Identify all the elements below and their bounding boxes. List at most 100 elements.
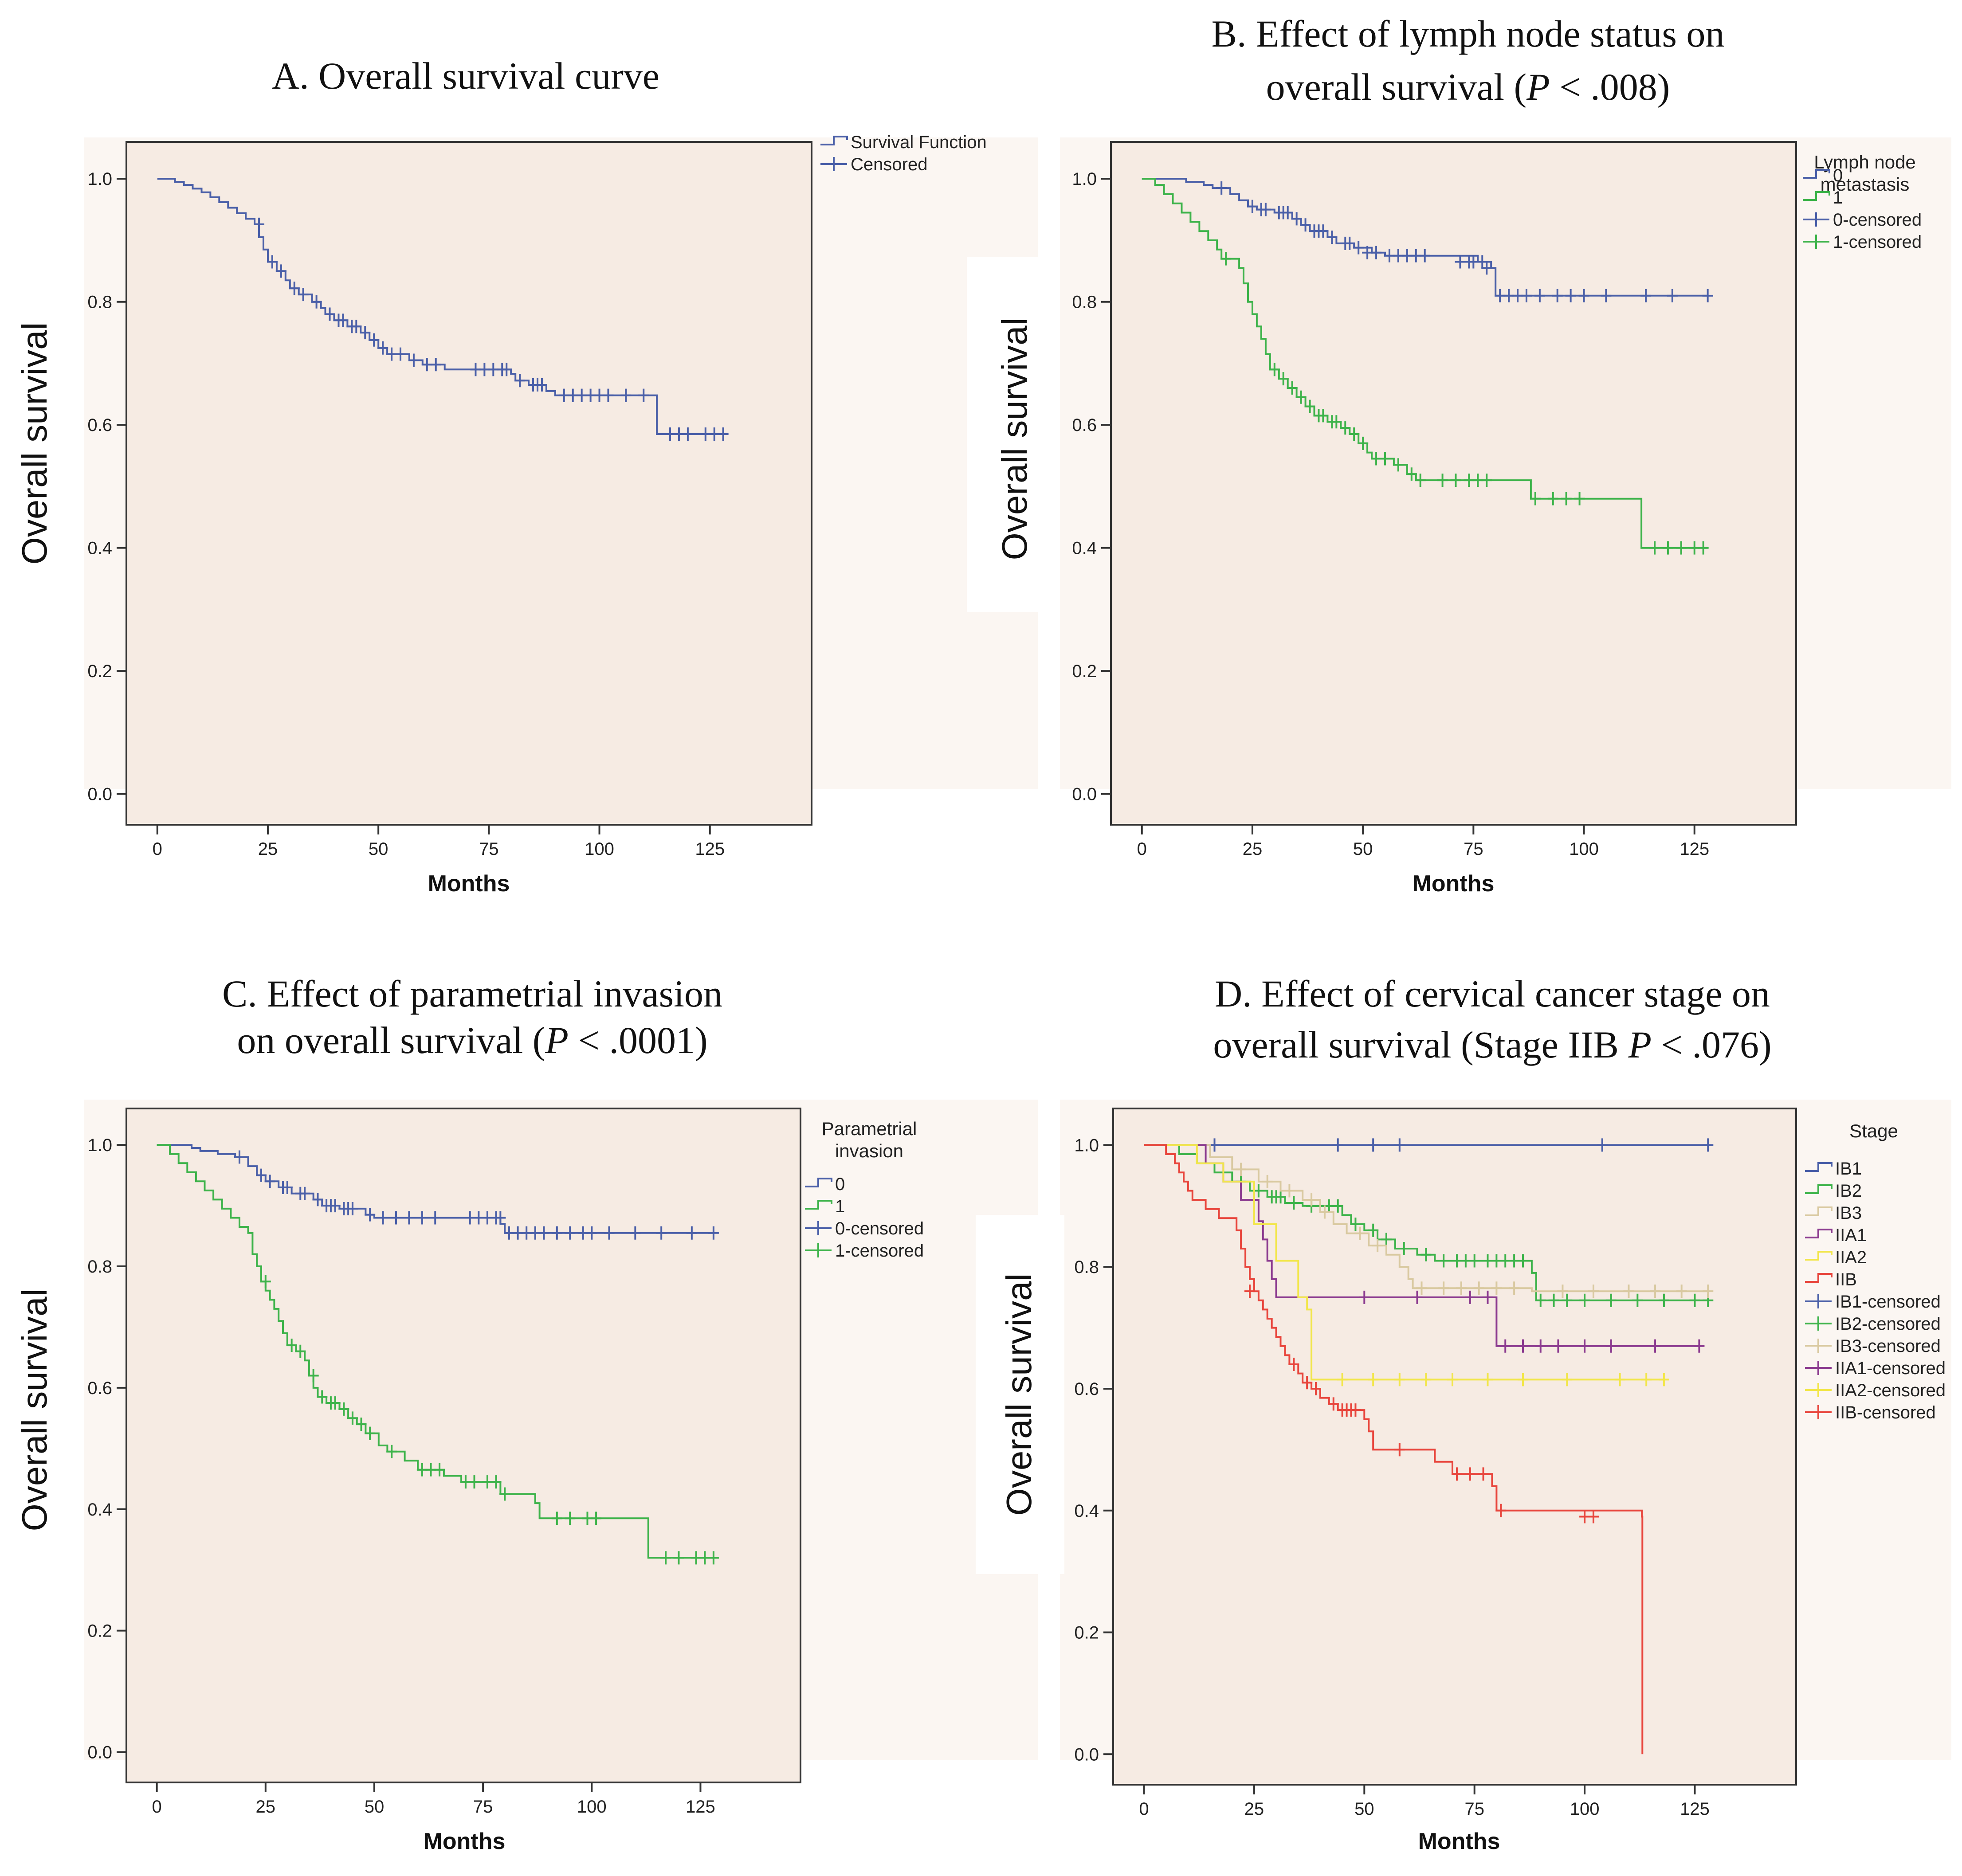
y-tick-label: 0.6 [87,415,112,435]
censored-mark [1640,289,1652,302]
censored-mark [495,1211,506,1225]
y-tick-label: 0.6 [87,1379,112,1398]
plot-area [1110,141,1797,826]
title-segment: D. Effect of cervical cancer stage on [1215,972,1770,1015]
y-tick-label: 0.4 [1072,539,1097,558]
censored-mark [1553,1339,1564,1353]
censored-mark [1495,1504,1507,1517]
censored-mark [1332,1138,1343,1152]
censored-mark [1216,181,1227,195]
censored-mark [308,1369,319,1383]
censored-mark [1394,1443,1405,1457]
y-tick-label: 0.6 [1074,1379,1099,1399]
title-segment: < .0001) [569,1019,708,1061]
censored-mark [673,1551,684,1565]
legend-line-swatch [805,1178,832,1187]
censored-mark [1247,200,1258,213]
censored-mark [1368,1373,1379,1386]
x-tick-label: 25 [1244,1799,1264,1819]
censored-mark [1662,541,1673,555]
censored-mark [1676,1285,1687,1298]
x-tick-label: 75 [479,839,499,859]
censored-mark [377,1211,388,1225]
censored-mark [408,353,419,367]
censored-mark [1578,289,1589,302]
censored-mark [1491,1281,1502,1295]
censored-mark [1473,1281,1484,1295]
y-tick-label: 0.2 [87,662,112,681]
censored-mark [338,1402,349,1416]
censored-mark [1518,1254,1528,1268]
censored-mark [1535,1339,1546,1353]
censored-mark [1562,1373,1573,1386]
censored-mark [1500,1339,1511,1353]
censored-mark [1534,289,1545,302]
legend-line-swatch [1805,1273,1833,1283]
censored-mark [1372,1239,1383,1253]
x-tick-label: 100 [585,839,614,859]
legend-title: metastasis [1821,174,1910,195]
censored-mark [360,326,371,340]
y-tick-label: 0.0 [87,1743,112,1762]
censored-mark [1349,427,1360,441]
censored-mark [490,1475,502,1489]
censored-mark [365,1426,376,1440]
x-tick-label: 75 [473,1797,493,1817]
legend-label: 0 [1833,166,1843,185]
censored-mark [1481,261,1492,275]
censored-mark [1398,1242,1409,1255]
chart-title-line: D. Effect of cervical cancer stage on [1215,972,1770,1015]
censored-mark [604,1226,615,1240]
censored-mark [1393,458,1404,472]
y-tick-label: 0.8 [87,1257,112,1277]
x-tick-label: 0 [1139,1799,1149,1819]
censored-mark [234,1150,245,1164]
censored-mark [311,295,322,309]
censored-mark [1588,1285,1599,1298]
censored-mark [1557,1285,1568,1298]
title-segment: P [1526,66,1550,108]
censored-mark [386,1445,397,1458]
censored-mark [267,255,278,269]
censored-mark [1420,1373,1432,1386]
censored-mark [565,1512,576,1525]
legend-label: IB1 [1835,1159,1862,1179]
censored-mark [430,358,441,372]
censored-mark [1394,1373,1405,1386]
legend-line-swatch [1805,1251,1833,1261]
x-tick-label: 25 [1243,839,1263,859]
legend-cross-swatch [805,1221,832,1235]
censored-mark [1419,249,1430,262]
ylabel-patch [976,1215,1064,1574]
censored-mark [377,341,388,355]
censored-mark [514,374,526,388]
legend-line-swatch [805,1200,832,1210]
censored-mark [434,1463,445,1477]
censored-mark [469,1475,480,1489]
legend-title: Parametrial [822,1118,917,1139]
legend-cross-swatch [1803,212,1829,227]
censored-mark [1667,289,1678,302]
legend-line-swatch [1805,1184,1833,1194]
censored-mark [1306,1193,1317,1207]
censored-mark [1562,1293,1573,1307]
censored-mark [638,388,649,402]
censored-mark [1354,1226,1366,1240]
censored-mark [1282,206,1293,219]
y-tick-label: 1.0 [1074,1136,1099,1155]
censored-mark [1547,492,1558,505]
censored-mark [1319,1205,1330,1219]
censored-mark [1368,1223,1379,1237]
x-tick-label: 100 [577,1797,607,1817]
censored-mark [1451,1467,1462,1481]
censored-mark [1394,1138,1405,1152]
censored-mark [254,217,265,231]
legend-label: 0-censored [1833,210,1922,230]
title-segment: B. Effect of lymph node status on [1212,12,1725,55]
y-tick-label: 0.0 [1074,1745,1099,1764]
censored-mark [551,1226,562,1240]
censored-mark [630,1226,641,1240]
censored-mark [718,427,729,441]
